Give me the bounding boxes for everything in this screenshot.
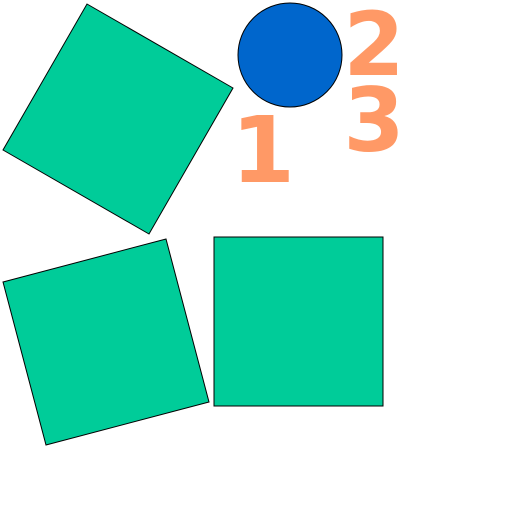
digit-three: 3 (343, 69, 404, 172)
circle-blue (237, 2, 343, 108)
digit-two: 2 (343, 0, 404, 96)
digit-one: 1 (231, 97, 295, 204)
square-bottom-center (213, 236, 384, 407)
square-bottom-left-rotated (2, 238, 210, 446)
square-top-left-rotated (2, 3, 234, 235)
